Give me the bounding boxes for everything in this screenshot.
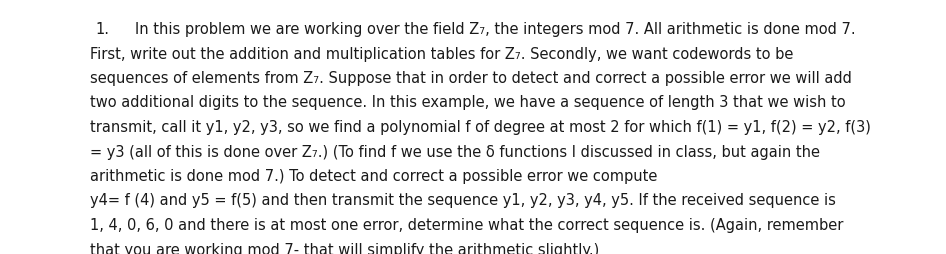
Text: 1.: 1.: [95, 22, 109, 37]
Text: that you are working mod 7- that will simplify the arithmetic slightly.): that you are working mod 7- that will si…: [90, 242, 599, 254]
Text: = y3 (all of this is done over Z₇.) (To find f we use the δ functions I discusse: = y3 (all of this is done over Z₇.) (To …: [90, 144, 820, 159]
Text: First, write out the addition and multiplication tables for Z₇. Secondly, we wan: First, write out the addition and multip…: [90, 46, 794, 61]
Text: transmit, call it y1, y2, y3, so we find a polynomial f of degree at most 2 for : transmit, call it y1, y2, y3, so we find…: [90, 120, 871, 134]
Text: arithmetic is done mod 7.) To detect and correct a possible error we compute: arithmetic is done mod 7.) To detect and…: [90, 168, 657, 183]
Text: 1, 4, 0, 6, 0 and there is at most one error, determine what the correct sequenc: 1, 4, 0, 6, 0 and there is at most one e…: [90, 217, 844, 232]
Text: sequences of elements from Z₇. Suppose that in order to detect and correct a pos: sequences of elements from Z₇. Suppose t…: [90, 71, 852, 86]
Text: y4= f (4) and y5 = f(5) and then transmit the sequence y1, y2, y3, y4, y5. If th: y4= f (4) and y5 = f(5) and then transmi…: [90, 193, 836, 208]
Text: In this problem we are working over the field Z₇, the integers mod 7. All arithm: In this problem we are working over the …: [135, 22, 855, 37]
Text: two additional digits to the sequence. In this example, we have a sequence of le: two additional digits to the sequence. I…: [90, 95, 846, 110]
